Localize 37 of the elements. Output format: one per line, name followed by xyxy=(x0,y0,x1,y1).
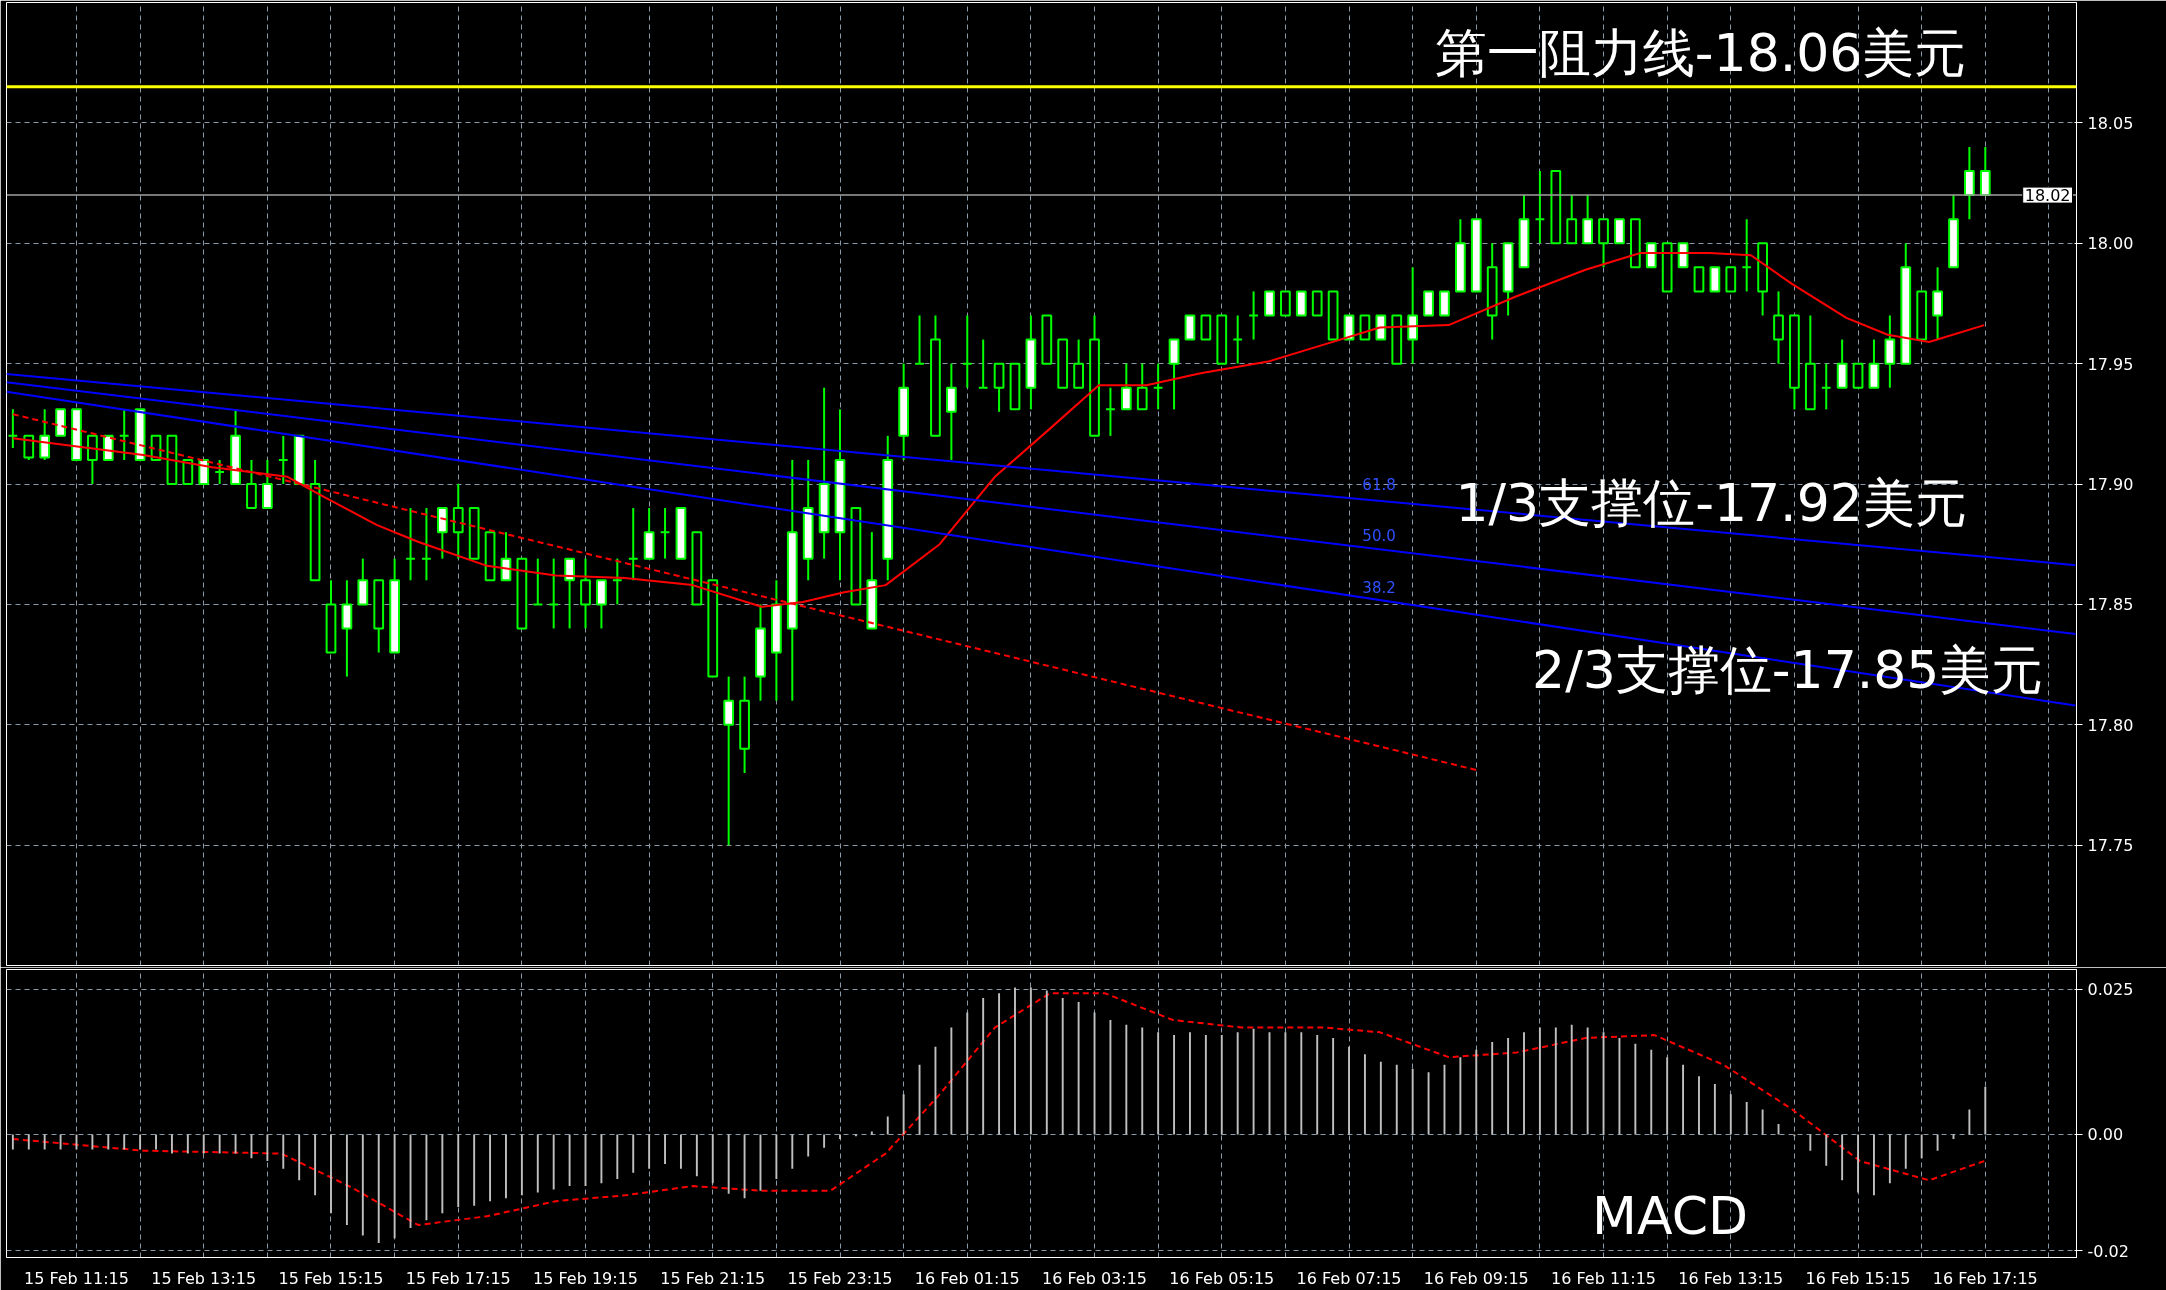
candlestick xyxy=(39,408,51,461)
x-tick-label: 16 Feb 15:15 xyxy=(1805,1268,1911,1288)
candlestick xyxy=(1136,362,1148,411)
ref-line-label: 18.02 xyxy=(2024,186,2071,206)
candlestick xyxy=(564,557,575,630)
x-tick-label: 16 Feb 03:15 xyxy=(1042,1268,1148,1288)
x-tick-label: 15 Feb 19:15 xyxy=(533,1268,638,1288)
y-tick-label: 18.05 xyxy=(2087,113,2134,133)
annotation: 50.0 xyxy=(1362,527,1396,546)
y-tick-label: 0.00 xyxy=(2087,1125,2124,1145)
y-tick-label: 17.75 xyxy=(2087,836,2134,856)
annotation: MACD xyxy=(1592,1186,1748,1247)
x-tick-label: 16 Feb 13:15 xyxy=(1678,1268,1784,1288)
x-tick-label: 16 Feb 09:15 xyxy=(1423,1268,1529,1288)
x-tick-label: 16 Feb 07:15 xyxy=(1296,1268,1402,1288)
y-tick-label: 0.025 xyxy=(2087,980,2134,1000)
y-tick-label: 17.80 xyxy=(2087,715,2134,735)
x-tick-label: 16 Feb 01:15 xyxy=(914,1268,1020,1288)
x-tick-label: 15 Feb 11:15 xyxy=(24,1268,129,1288)
annotation: 38.2 xyxy=(1362,579,1396,598)
x-tick-label: 16 Feb 17:15 xyxy=(1932,1268,2038,1288)
annotation: 第一阻力线-18.06美元 xyxy=(1434,22,1967,83)
x-tick-label: 16 Feb 11:15 xyxy=(1551,1268,1657,1288)
y-tick-label: 17.90 xyxy=(2087,475,2134,494)
x-tick-label: 15 Feb 23:15 xyxy=(787,1268,893,1288)
candlestick xyxy=(23,434,35,461)
x-tick-label: 15 Feb 17:15 xyxy=(405,1268,511,1288)
y-tick-label: 17.85 xyxy=(2087,595,2134,615)
x-tick-label: 15 Feb 13:15 xyxy=(151,1268,257,1288)
x-tick-label: 15 Feb 21:15 xyxy=(660,1268,766,1288)
candlestick xyxy=(1120,362,1132,411)
y-tick-label: 18.00 xyxy=(2087,234,2134,254)
y-tick-label: -0.02 xyxy=(2087,1241,2129,1261)
annotation: 61.8 xyxy=(1362,476,1396,494)
x-tick-label: 15 Feb 15:15 xyxy=(278,1268,384,1288)
y-tick-label: 17.95 xyxy=(2087,354,2134,374)
x-tick-label: 16 Feb 05:15 xyxy=(1169,1268,1275,1288)
